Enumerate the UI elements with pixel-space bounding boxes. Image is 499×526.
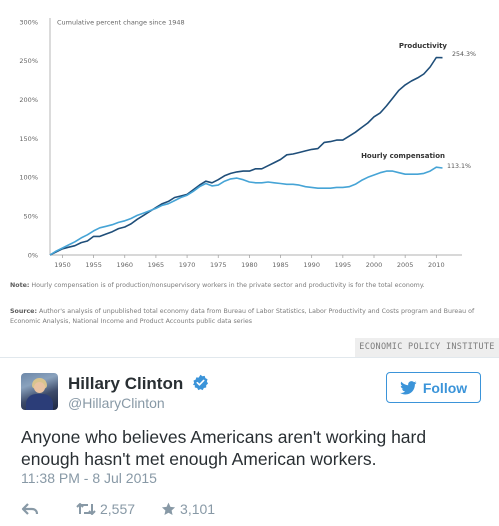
favorite-count: 3,101: [180, 501, 216, 517]
series-line-compensation: [49, 166, 443, 256]
tweet-timestamp[interactable]: 11:38 PM - 8 Jul 2015: [21, 470, 157, 486]
epi-badge: ECONOMIC POLICY INSTITUTE: [355, 338, 499, 357]
series-line-productivity: [49, 56, 443, 256]
reply-button[interactable]: [21, 502, 39, 516]
verified-badge-icon: [192, 374, 209, 391]
tweet-actions: 2,557 3,101: [21, 499, 215, 519]
x-tick-label: 1960: [116, 261, 133, 269]
x-tick-label: 1955: [85, 261, 102, 269]
x-tick-label: 2000: [366, 261, 383, 269]
y-tick-label: 300%: [19, 18, 38, 26]
x-tick-label: 1985: [272, 261, 289, 269]
x-tick-label: 2010: [428, 261, 445, 269]
source-label: Source:: [10, 308, 37, 315]
twitter-bird-icon: [399, 380, 417, 394]
retweet-icon: [76, 503, 96, 515]
x-tick-label: 1990: [303, 261, 320, 269]
note-text: Hourly compensation is of production/non…: [31, 282, 425, 289]
display-name[interactable]: Hillary Clinton: [68, 374, 184, 393]
x-tick-label: 1970: [179, 261, 196, 269]
series-end-value: 113.1%: [447, 163, 471, 170]
retweet-button[interactable]: 2,557: [76, 501, 135, 517]
chart-series: [49, 56, 443, 256]
follow-button[interactable]: Follow: [386, 372, 481, 403]
chart-subtitle: Cumulative percent change since 1948: [57, 18, 185, 26]
y-tick-label: 150%: [19, 135, 38, 143]
follow-label: Follow: [422, 379, 468, 396]
chart-note: Note: Hourly compensation is of producti…: [10, 281, 490, 291]
star-icon: [161, 502, 176, 516]
embedded-chart-image: 0% 50% 100% 150% 200% 250% 300% Cumulative perc…: [10, 18, 499, 357]
x-tick-label: 1975: [210, 261, 227, 269]
series-label: Hourly compensation: [361, 152, 445, 160]
y-tick-label: 100%: [19, 174, 38, 182]
y-tick-label: 200%: [19, 96, 38, 104]
x-tick-label: 1995: [335, 261, 352, 269]
tweet-text: Anyone who believes Americans aren't wor…: [21, 427, 427, 469]
chart-axes: [49, 18, 462, 256]
series-end-value: 254.3%: [452, 51, 476, 58]
tweet-card: Hillary Clinton @HillaryClinton Follow A…: [0, 357, 499, 526]
reply-icon: [21, 503, 39, 515]
series-label: Productivity: [399, 42, 448, 50]
y-tick-label: 0%: [28, 251, 38, 259]
y-tick-label: 50%: [24, 212, 38, 220]
x-tick-label: 1965: [148, 261, 165, 269]
x-tick-label: 1950: [54, 261, 71, 269]
chart-series-labels: Productivity 254.3% Hourly compensation113…: [361, 42, 476, 170]
note-label: Note:: [10, 282, 30, 289]
user-handle[interactable]: @HillaryClinton: [68, 395, 165, 411]
y-tick-label: 250%: [19, 57, 38, 65]
chart-source: Source: Author's analysis of unpublished…: [10, 307, 490, 327]
source-text: Author's analysis of unpublished total e…: [10, 308, 475, 325]
favorite-button[interactable]: 3,101: [161, 501, 215, 517]
chart-tick-labels: 0% 50% 100% 150% 200% 250% 300% Cumulative perc…: [19, 18, 444, 269]
x-tick-label: 1980: [241, 261, 258, 269]
x-tick-label: 2005: [397, 261, 414, 269]
line-chart: 0% 50% 100% 150% 200% 250% 300% Cumulative perc…: [19, 18, 476, 269]
retweet-count: 2,557: [100, 501, 136, 517]
avatar[interactable]: [21, 373, 58, 410]
